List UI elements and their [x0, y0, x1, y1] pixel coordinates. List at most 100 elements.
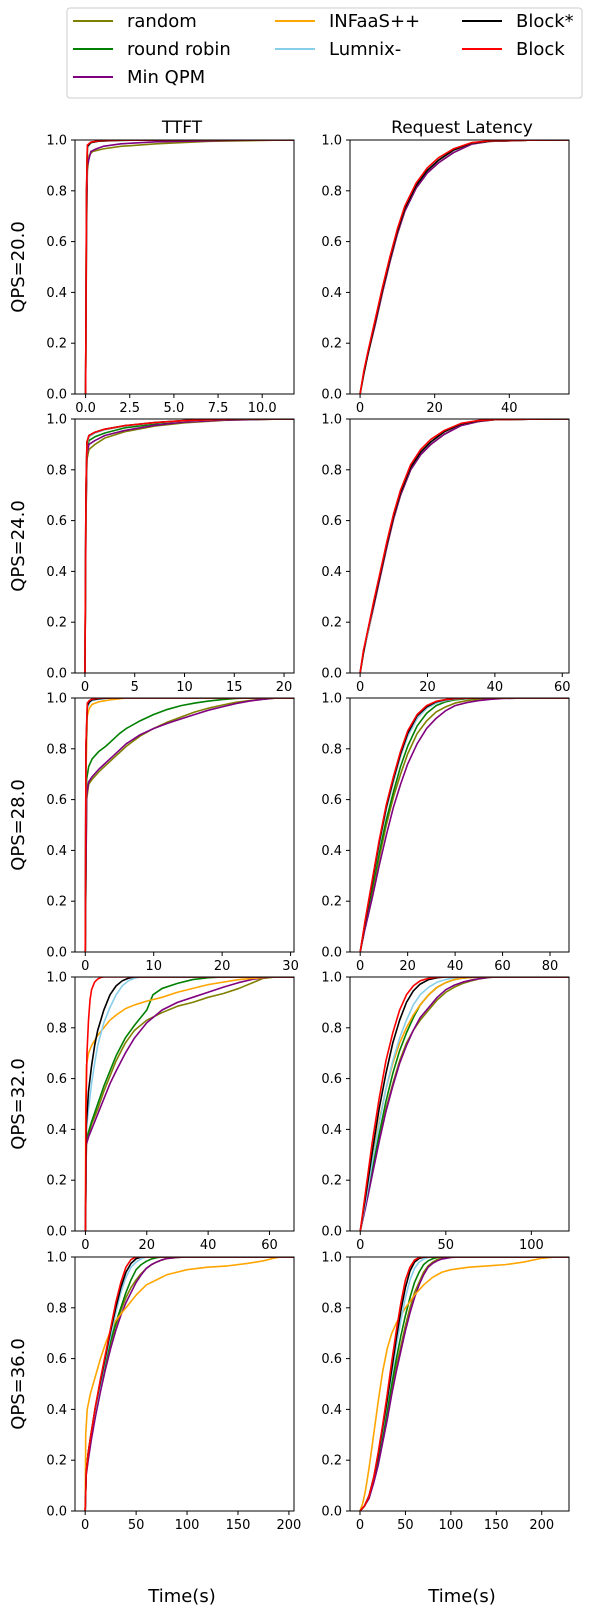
panel-4-latency-ytick-label: 0.8 [321, 1021, 342, 1036]
panel-2-ttft-ytick-label: 0.2 [46, 616, 67, 631]
legend-item-round-robin: round robin [73, 39, 231, 60]
panel-3-latency: 0.0 0.2 0.4 0.6 0.8 1.0 0 20 40 60 80 [321, 692, 570, 974]
legend-item-random: random [73, 11, 197, 32]
panel-4-latency: 0.0 0.2 0.4 0.6 0.8 1.0 0 50 100 [321, 971, 570, 1253]
panel-3-ttft-ytick-label: 0.2 [46, 895, 67, 910]
panel-1-ttft-xtick-label: 0.0 [75, 401, 96, 416]
x-axis-label-left: Time(s) [147, 1586, 215, 1607]
panel-5-ttft-ytick-label: 0.8 [46, 1301, 67, 1316]
row-label-qps-1: QPS=20.0 [8, 221, 29, 313]
panel-1-ttft-xtick-label: 2.5 [119, 401, 140, 416]
panel-2-latency: 0.0 0.2 0.4 0.6 0.8 1.0 0 20 40 60 [321, 413, 570, 696]
panel-5-ttft-series-block [84, 1257, 294, 1511]
panel-2-latency-xtick-label: 20 [419, 680, 436, 695]
panel-1-latency-series-round-robin [359, 140, 569, 394]
panel-4-latency-ytick-label: 0.2 [321, 1174, 342, 1189]
panel-2-ttft-series-round-robin [84, 419, 294, 673]
panel-5-ttft-ytick-label: 0.2 [46, 1454, 67, 1469]
panel-1-ttft-frame [74, 139, 295, 395]
panel-3-latency-series-block [359, 698, 569, 952]
panel-1-latency-ytick-label: 1.0 [321, 134, 342, 149]
panel-1-latency-ytick-label: 0.2 [321, 337, 342, 352]
panel-4-latency-series [359, 977, 569, 1231]
panel-5-latency-ytick-label: 1.0 [321, 1251, 342, 1266]
legend: random round robin Min QPM INFaaS++ Lumnix- B… [66, 7, 583, 99]
panel-2-latency-series-block [359, 419, 569, 673]
panel-4-latency-series-random [359, 977, 569, 1231]
panel-4-ttft-ytick-label: 0.6 [46, 1072, 67, 1087]
panel-4-latency-series-min-qpm [359, 977, 569, 1231]
panel-1-ttft-series-block [84, 140, 294, 394]
panel-5-ttft-series-lumnix [84, 1257, 294, 1511]
panel-4-latency-ytick-label: 0.4 [321, 1123, 342, 1138]
panel-5-latency-ytick-label: 0.4 [321, 1403, 342, 1418]
panel-2-latency-series [359, 419, 569, 673]
panel-5-latency-ytick-label: 0.0 [321, 1505, 342, 1520]
panel-1-latency: 0.0 0.2 0.4 0.6 0.8 1.0 0 20 40 [321, 134, 570, 416]
panel-3-ttft-ytick-label: 1.0 [46, 692, 67, 707]
panel-1-latency-frame [349, 139, 570, 395]
panel-2-latency-xtick-label: 0 [356, 680, 364, 695]
panel-2-ttft-ytick-label: 0.6 [46, 514, 67, 529]
panel-4-ttft-series-min-qpm [84, 977, 294, 1231]
panel-4-ttft-xtick-label: 0 [81, 1238, 89, 1253]
panel-4-ttft-frame [74, 976, 295, 1232]
panel-2-ttft-xtick-label: 10 [176, 680, 193, 695]
panel-5-latency-series [359, 1257, 569, 1511]
row-label-qps-2: QPS=24.0 [8, 500, 29, 592]
panel-2-ttft-ytick-label: 0.0 [46, 667, 67, 682]
panel-4-latency-xtick-label: 0 [356, 1238, 364, 1253]
panel-1-latency-xtick-label: 40 [501, 401, 518, 416]
panel-4-ttft-series-random [84, 977, 294, 1231]
panel-5-latency-series-round-robin [359, 1257, 569, 1511]
legend-label-block: Block* [516, 11, 574, 32]
panel-3-latency-ytick-label: 1.0 [321, 692, 342, 707]
panel-4-ttft-ytick-label: 0.0 [46, 1225, 67, 1240]
panel-4-latency-ytick-label: 1.0 [321, 971, 342, 986]
panel-3-ttft-ytick-label: 0.0 [46, 946, 67, 961]
panel-3-latency-xtick-label: 40 [447, 959, 464, 974]
panel-1-latency-ytick-label: 0.0 [321, 388, 342, 403]
panel-5-ttft-series-round-robin [84, 1257, 294, 1511]
panel-3-latency-xtick-label: 80 [542, 959, 559, 974]
panel-3-latency-series-random [359, 698, 569, 952]
panel-1-ttft-series-infaas [84, 140, 294, 394]
panel-2-latency-ytick-label: 0.0 [321, 667, 342, 682]
panel-3-ttft-ytick-label: 0.8 [46, 742, 67, 757]
panel-1-ttft-series-lumnix [84, 140, 294, 394]
panel-3-latency-ytick-label: 0.8 [321, 742, 342, 757]
panel-3-ttft-series-round-robin [84, 698, 294, 952]
panel-4-ttft: 0.0 0.2 0.4 0.6 0.8 1.0 0 20 40 60 QPS=32.0 [8, 971, 295, 1253]
panel-5-latency: 0.0 0.2 0.4 0.6 0.8 1.0 0 50 100 150 200 [321, 1251, 570, 1533]
panel-5-ttft-ytick-label: 0.0 [46, 1505, 67, 1520]
legend-label-min-qpm: Min QPM [127, 67, 205, 88]
panel-5-latency-xtick-label: 50 [397, 1518, 414, 1533]
panel-1-ttft-ytick-label: 0.6 [46, 235, 67, 250]
panel-2-latency-xtick-label: 40 [487, 680, 504, 695]
panel-5-ttft-series-random [84, 1257, 294, 1511]
panel-2-ttft-series-infaas [84, 419, 294, 673]
panel-5-latency-frame [349, 1256, 570, 1512]
panel-1-ttft-xtick-label: 10.0 [248, 401, 277, 416]
panel-2-ttft-ytick-label: 0.8 [46, 463, 67, 478]
panel-3-ttft-frame [74, 697, 295, 953]
panel-3-latency-xtick-label: 60 [494, 959, 511, 974]
panel-4-latency-ytick-label: 0.0 [321, 1225, 342, 1240]
panel-3-latency-ytick-label: 0.2 [321, 895, 342, 910]
panel-3-ttft-ytick-label: 0.6 [46, 793, 67, 808]
panel-4-latency-frame [349, 976, 570, 1232]
panel-2-ttft-series [84, 419, 294, 673]
panel-1-latency-series-random [359, 140, 569, 394]
panel-4-latency-xtick-label: 50 [438, 1238, 455, 1253]
panel-3-ttft-series [84, 698, 294, 952]
panel-2-ttft-series-random [84, 419, 294, 673]
panel-2-latency-frame [349, 418, 570, 674]
panel-2-ttft-series-lumnix [84, 419, 294, 673]
panel-1-latency-series-min-qpm [359, 140, 569, 394]
panel-2-ttft-frame [74, 418, 295, 674]
panel-5-ttft-series-infaas [84, 1257, 294, 1511]
panel-2-latency-xtick-label: 60 [554, 680, 571, 695]
panel-5-ttft-series-block [84, 1257, 294, 1511]
panel-5-latency-series-infaas [359, 1257, 569, 1511]
panel-3-latency-ytick-label: 0.0 [321, 946, 342, 961]
